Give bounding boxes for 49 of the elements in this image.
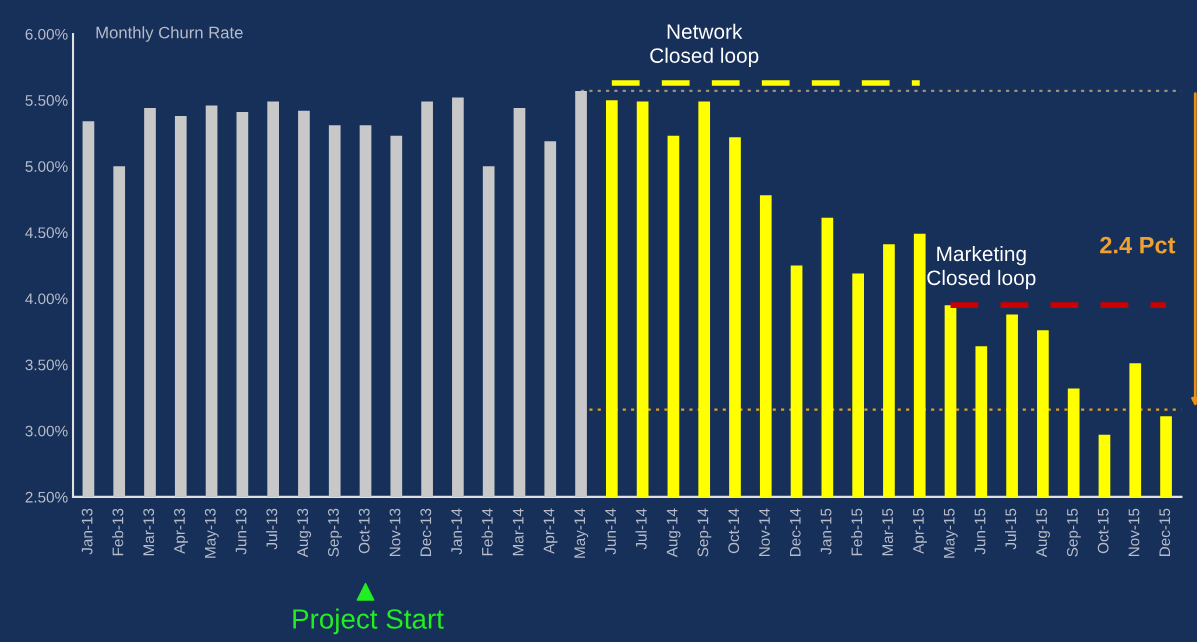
x-tick-label: Jul-14 — [635, 508, 647, 550]
x-tick-label: May-14 — [574, 508, 589, 558]
x-tick-label: Jul-15 — [1004, 508, 1017, 550]
x-tick-label: Jan-14 — [451, 508, 462, 555]
x-tick-label: Jun-14 — [605, 508, 616, 555]
x-tick-label: Nov-15 — [1128, 508, 1140, 557]
y-tick-label: 4.50% — [25, 227, 68, 239]
x-tick-label: Oct-14 — [728, 508, 740, 554]
y-tick-label: 2.50% — [25, 491, 68, 503]
y-tick-label: 5.50% — [25, 95, 68, 106]
x-tick-label: Nov-14 — [759, 508, 770, 557]
x-tick-label: Feb-14 — [481, 508, 493, 556]
x-tick-label: May-15 — [943, 508, 958, 558]
x-tick-label: Jul-13 — [266, 508, 278, 550]
x-tick-label: Aug-15 — [1036, 508, 1051, 558]
y-tick-label: 5.00% — [25, 161, 68, 172]
x-tick-label: Oct-15 — [1097, 508, 1109, 554]
annotation: Network Closed loop — [650, 23, 759, 68]
x-tick-label: Oct-13 — [358, 508, 370, 554]
x-tick-label: Sep-14 — [697, 508, 712, 557]
x-tick-label: Mar-13 — [143, 508, 155, 556]
x-tick-label: Apr-13 — [174, 508, 188, 554]
x-tick-label: Jan-13 — [81, 508, 93, 555]
y-tick-label: 3.50% — [25, 359, 68, 371]
x-tick-label: Sep-15 — [1066, 508, 1081, 557]
x-tick-label: Dec-14 — [790, 508, 801, 557]
x-tick-label: Jan-15 — [820, 508, 832, 555]
x-tick-label: Apr-14 — [543, 508, 558, 554]
x-tick-label: Apr-15 — [913, 508, 927, 554]
text: Project Start — [293, 608, 444, 635]
x-tick-label: Feb-15 — [851, 508, 863, 556]
x-tick-label: Dec-13 — [420, 508, 432, 557]
annotation: Marketing Closed loop — [927, 245, 1036, 290]
x-tick-label: Jun-15 — [974, 508, 986, 555]
x-tick-label: May-13 — [204, 508, 219, 558]
x-tick-label: Mar-14 — [512, 508, 524, 556]
x-tick-label: Aug-13 — [297, 508, 312, 558]
x-tick-label: Jun-13 — [235, 508, 247, 555]
y-tick-label: 6.00% — [25, 28, 68, 40]
y-tick-label: 4.00% — [25, 293, 68, 305]
y-tick-label: 3.00% — [25, 425, 68, 437]
x-tick-label: Mar-15 — [882, 508, 894, 556]
x-tick-label: Aug-14 — [666, 508, 681, 558]
x-tick-label: Dec-15 — [1159, 508, 1171, 557]
x-tick-label: Sep-13 — [328, 508, 342, 557]
y-axis-title: Monthly Churn Rate — [96, 26, 243, 42]
x-tick-label: Nov-13 — [389, 508, 401, 557]
annotation: 2.4 Pct — [1100, 236, 1176, 254]
x-tick-label: Feb-13 — [112, 508, 124, 556]
